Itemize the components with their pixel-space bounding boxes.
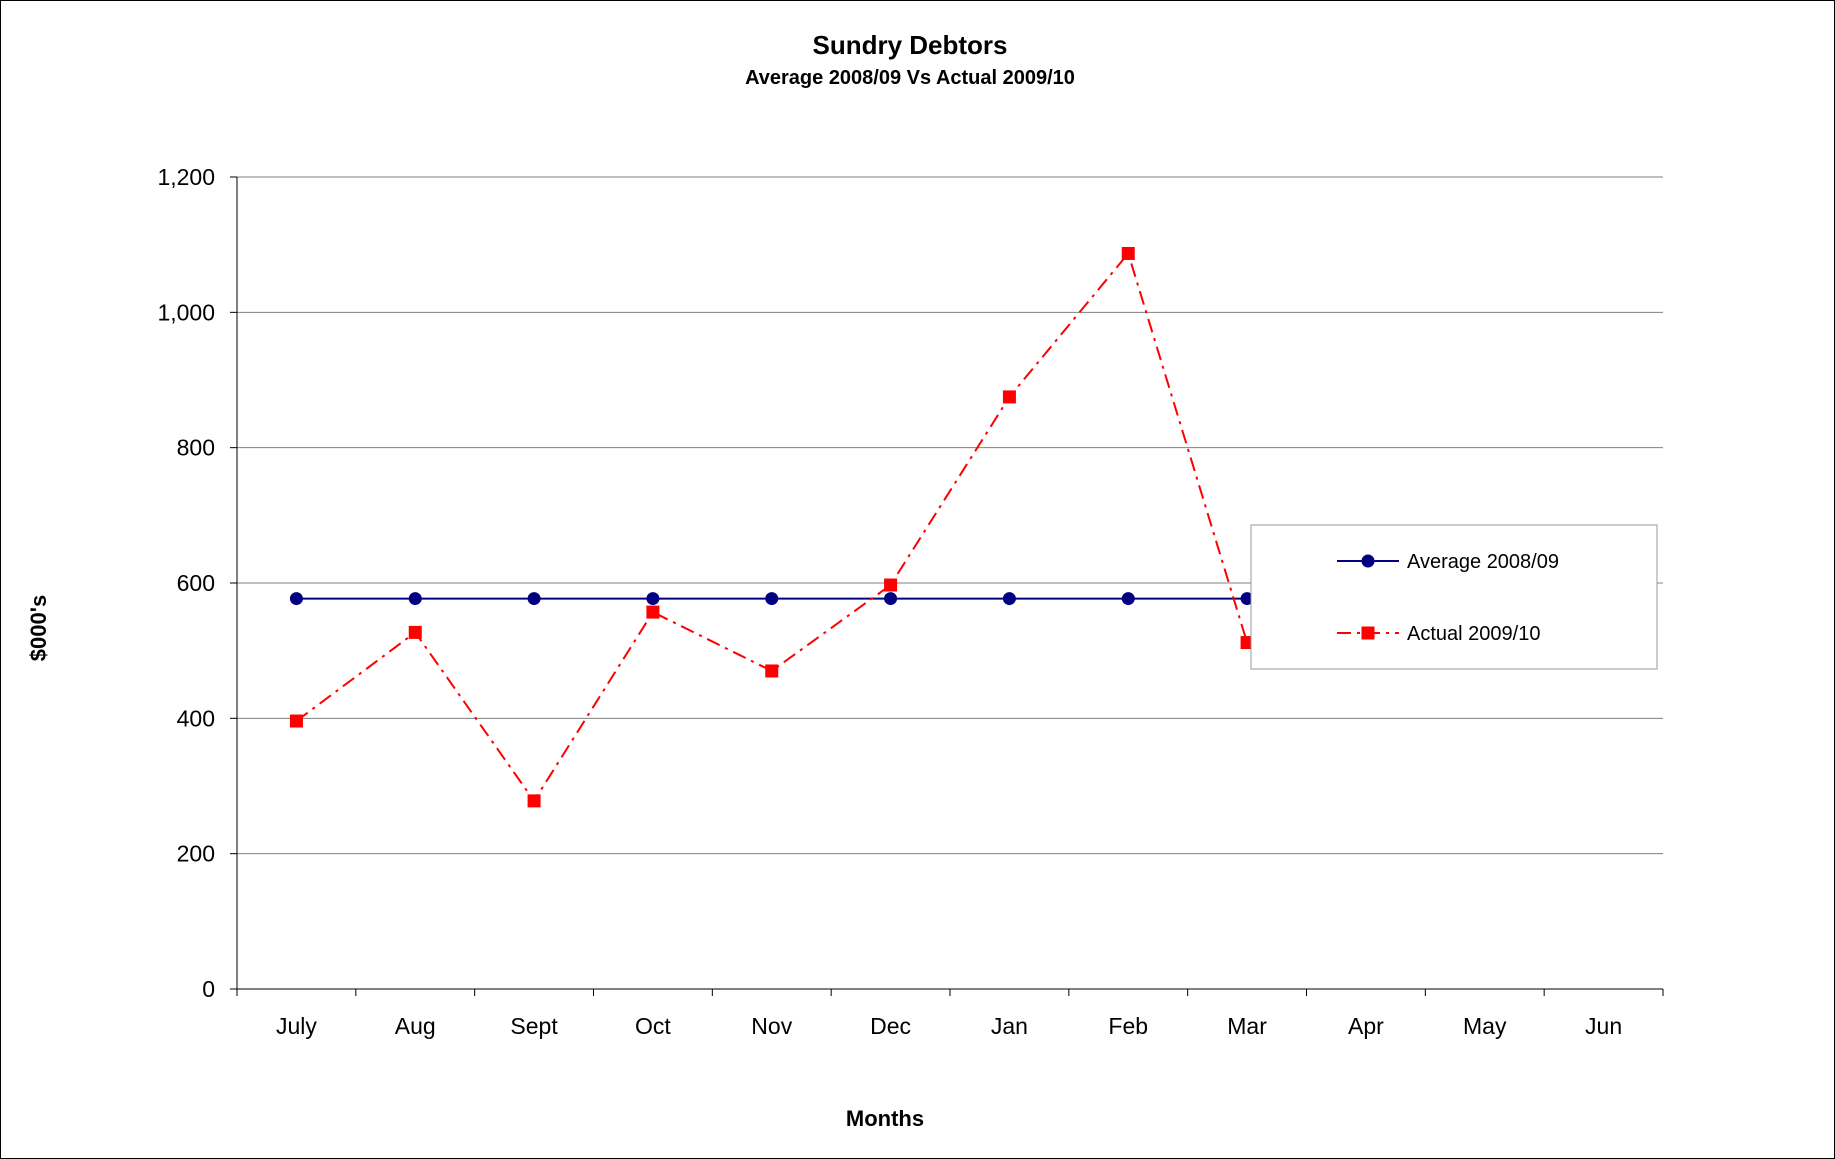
legend-marker (1361, 626, 1375, 640)
data-point (646, 592, 660, 606)
chart-subtitle: Average 2008/09 Vs Actual 2009/10 (745, 67, 1075, 89)
y-tick-label: 400 (177, 705, 215, 731)
y-tick-labels: 0 200 400 600 800 1,000 1,200 (157, 164, 215, 1002)
data-point (289, 592, 303, 606)
data-point (765, 592, 779, 606)
x-axis-label: Months (846, 1106, 924, 1131)
data-point (408, 592, 422, 606)
legend-label: Actual 2009/10 (1407, 623, 1540, 645)
x-tick-label: Apr (1348, 1013, 1384, 1039)
legend-box (1250, 524, 1658, 670)
y-tick-label: 1,200 (157, 164, 215, 190)
x-tick-label: Aug (395, 1013, 436, 1039)
legend-marker (1361, 554, 1375, 568)
x-tick-labels: July Aug Sept Oct Nov Dec Jan Feb Mar Apr May Jun (276, 1013, 1622, 1039)
x-tick-label: May (1463, 1013, 1507, 1039)
data-point (884, 592, 898, 606)
data-point (527, 794, 541, 808)
data-point (1002, 390, 1016, 404)
data-point (1002, 592, 1016, 606)
series-average (289, 592, 1254, 606)
x-tick-label: Mar (1227, 1013, 1267, 1039)
x-tick-label: Dec (870, 1013, 911, 1039)
x-tick-label: Jun (1585, 1013, 1622, 1039)
data-point (884, 578, 898, 592)
x-tick-label: Feb (1108, 1013, 1148, 1039)
legend: Average 2008/09 Actual 2009/10 (1250, 524, 1658, 670)
x-tick-label: Jan (991, 1013, 1028, 1039)
x-tick-label: Nov (751, 1013, 792, 1039)
y-tick-label: 600 (177, 570, 215, 596)
data-point (408, 625, 422, 639)
legend-item: Average 2008/09 (1337, 551, 1559, 573)
data-point (527, 592, 541, 606)
data-point (646, 605, 660, 619)
y-tick-label: 800 (177, 435, 215, 461)
series-actual (289, 246, 1254, 808)
chart-title: Sundry Debtors (812, 30, 1007, 60)
y-tick-label: 1,000 (157, 299, 215, 325)
x-tick-label: Sept (510, 1013, 558, 1039)
series (289, 246, 1254, 808)
x-tick-label: Oct (635, 1013, 671, 1039)
data-point (1121, 246, 1135, 260)
x-tick-label: July (276, 1013, 317, 1039)
data-point (1121, 592, 1135, 606)
data-point (289, 714, 303, 728)
axes (236, 177, 1664, 996)
data-point (765, 664, 779, 678)
y-tick-label: 200 (177, 841, 215, 867)
legend-item: Actual 2009/10 (1337, 623, 1540, 645)
series-line (295, 251, 1249, 803)
y-axis-label: $000's (26, 595, 51, 661)
legend-label: Average 2008/09 (1407, 551, 1559, 573)
y-tick-label: 0 (202, 976, 215, 1002)
